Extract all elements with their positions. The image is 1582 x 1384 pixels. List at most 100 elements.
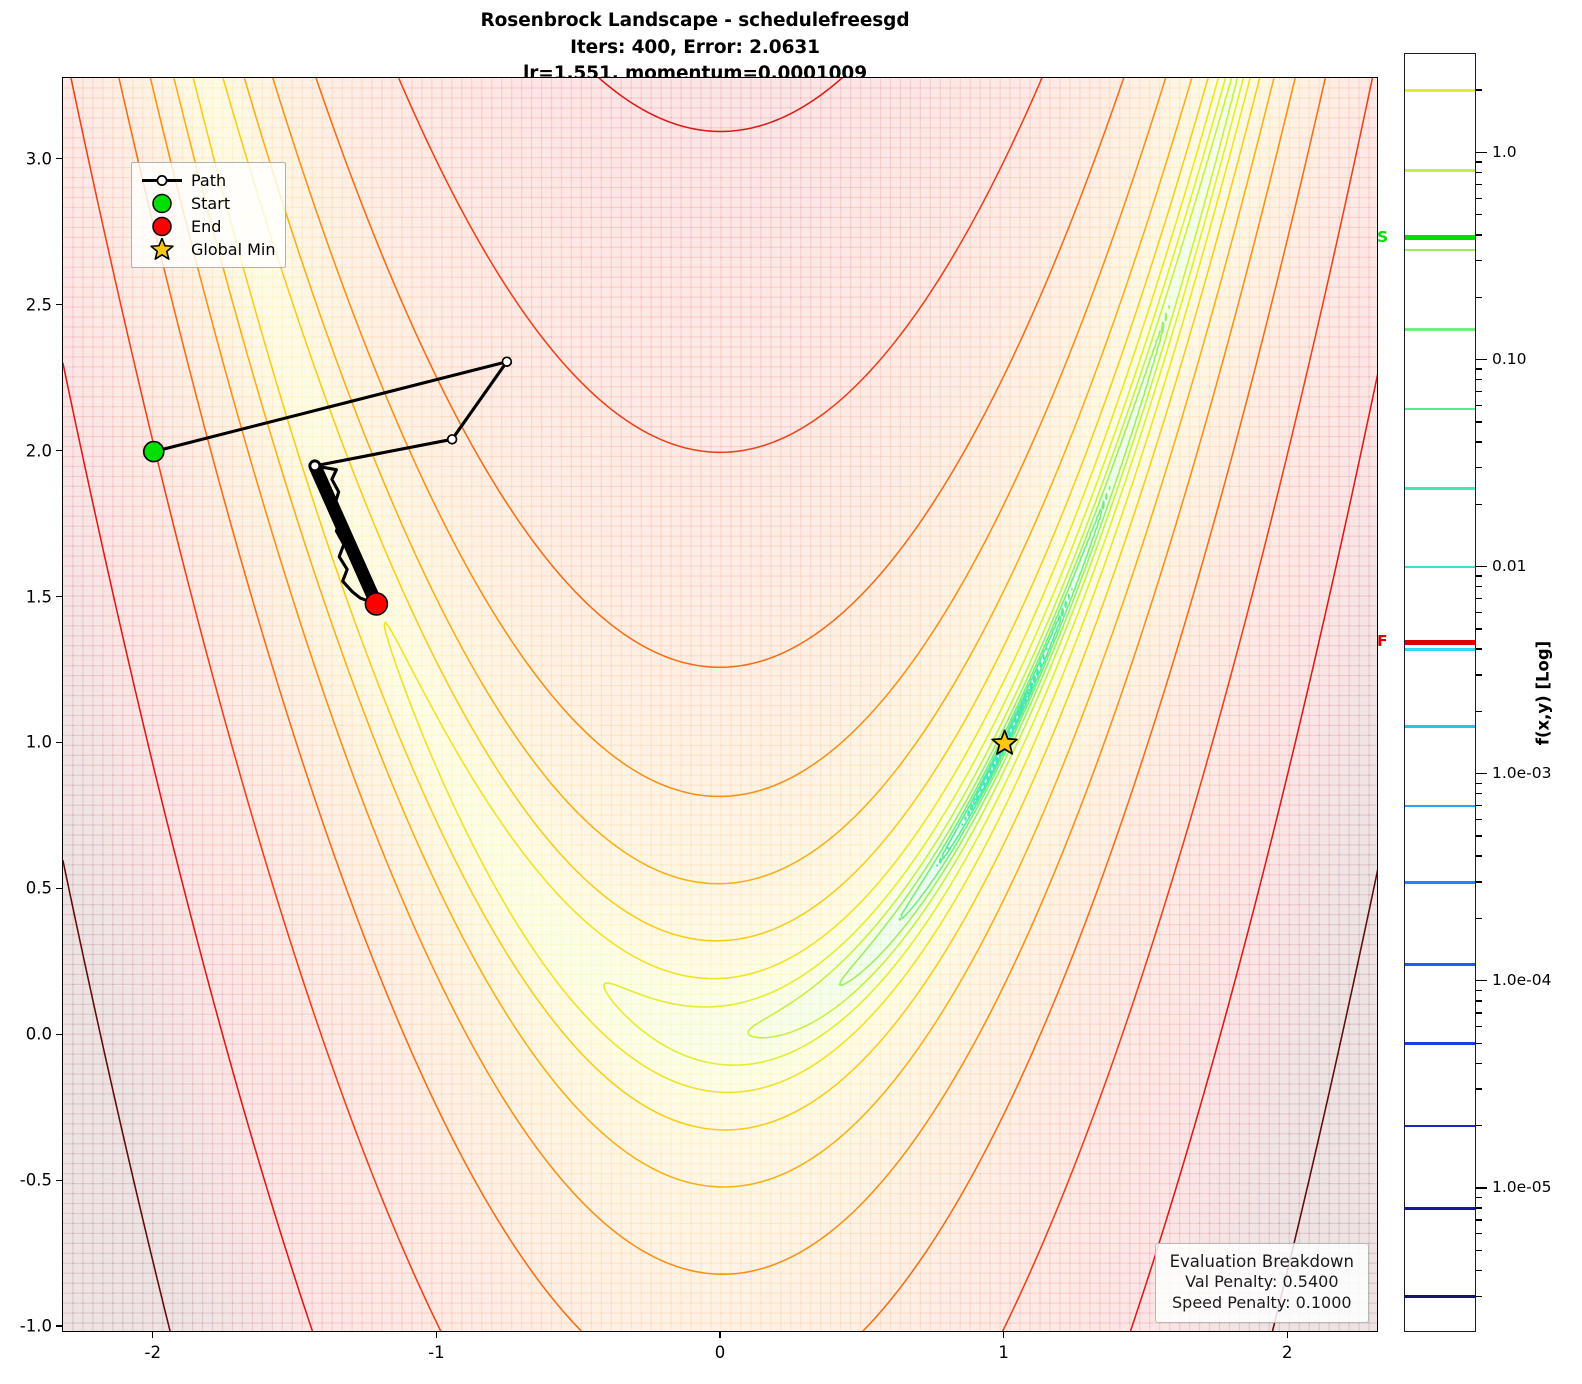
colorbar-tick-mark <box>1476 1187 1487 1189</box>
colorbar-tick-mark <box>1476 773 1487 775</box>
contourf-fill <box>63 78 1377 1331</box>
legend-label: Path <box>191 171 227 190</box>
colorbar-minor-tick <box>1476 183 1482 186</box>
x-tick-label: 1 <box>998 1343 1009 1362</box>
gold-star-icon <box>139 238 185 261</box>
legend-label: End <box>191 217 222 236</box>
y-tick-mark <box>56 595 62 598</box>
colorbar-minor-tick <box>1476 378 1482 381</box>
colorbar-minor-tick <box>1476 628 1482 630</box>
colorbar-minor-tick <box>1476 296 1482 298</box>
colorbar-tick-label: 1.0 <box>1492 142 1517 161</box>
path-vertex-marker <box>501 356 513 367</box>
x-tick-mark <box>152 1332 154 1338</box>
colorbar-minor-tick <box>1476 805 1482 807</box>
colorbar-tick-mark <box>1476 980 1487 982</box>
contour-plot-axes: Path Start End Global Min Evaluation Breakd… <box>62 77 1378 1332</box>
evaluation-breakdown-box: Evaluation Breakdown Val Penalty: 0.5400… <box>1154 1242 1369 1323</box>
colorbar-minor-tick <box>1476 390 1482 393</box>
y-tick-mark <box>56 1033 62 1035</box>
y-tick-label: 0.0 <box>25 1024 52 1044</box>
path-vertex-marker <box>309 460 321 472</box>
colorbar-level-line <box>1405 89 1475 92</box>
colorbar-minor-tick <box>1476 1233 1482 1235</box>
colorbar-minor-tick <box>1476 710 1482 713</box>
colorbar-minor-tick <box>1476 421 1482 423</box>
colorbar-minor-tick <box>1476 1000 1482 1002</box>
colorbar-minor-tick <box>1476 467 1482 469</box>
plot-legend: Path Start End Global Min <box>131 162 286 268</box>
colorbar-label: f(x,y) [Log] <box>1533 640 1553 745</box>
colorbar-minor-tick <box>1476 404 1482 407</box>
colorbar-level-line <box>1405 248 1475 252</box>
colorbar-minor-tick <box>1476 89 1482 91</box>
colorbar-level-line <box>1405 648 1475 651</box>
colorbar-level-line <box>1405 1207 1475 1210</box>
colorbar-minor-tick <box>1476 586 1482 588</box>
path-dense-cluster <box>308 459 383 611</box>
legend-item-red-circle: End <box>139 215 276 238</box>
colorbar-minor-tick <box>1476 855 1482 857</box>
x-tick-label: 0 <box>714 1343 726 1362</box>
colorbar-minor-tick <box>1476 1062 1482 1064</box>
contour-lines <box>63 78 1377 1331</box>
colorbar-minor-tick <box>1476 171 1482 174</box>
colorbar-level-line <box>1405 169 1475 172</box>
colorbar-minor-tick <box>1476 674 1482 676</box>
colorbar-minor-tick <box>1476 648 1482 650</box>
red-circle-icon <box>139 215 185 238</box>
colorbar-tick-mark <box>1476 151 1487 154</box>
green-circle-icon <box>139 192 185 215</box>
colorbar-minor-tick <box>1476 234 1482 236</box>
colorbar-tick-label: 0.10 <box>1492 349 1527 368</box>
colorbar-tick-label: 1.0e-03 <box>1492 764 1552 783</box>
y-tick-label: -1.0 <box>19 1316 52 1336</box>
y-tick-label: 2.0 <box>25 441 52 461</box>
colorbar-ticks: 1.0 0.10 0.01 1.0e-03 1.0e-04 1.0e-05 <box>1476 53 1576 1332</box>
colorbar-level-line <box>1405 1124 1475 1128</box>
colorbar-level-line <box>1405 804 1475 808</box>
y-tick-label: 1.0 <box>25 732 52 752</box>
colorbar-minor-tick <box>1476 793 1482 795</box>
end-marker <box>364 592 389 616</box>
colorbar-minor-tick <box>1476 1026 1482 1028</box>
colorbar-minor-tick <box>1476 611 1482 614</box>
colorbar-minor-tick <box>1476 989 1482 991</box>
y-tick-mark <box>56 158 62 160</box>
title-line-1: Rosenbrock Landscape - schedulefreesgd <box>480 10 910 31</box>
eval-title: Evaluation Breakdown <box>1169 1251 1354 1271</box>
colorbar-minor-tick <box>1476 1042 1482 1044</box>
colorbar-start-level <box>1405 235 1475 241</box>
colorbar-minor-tick <box>1476 1012 1482 1014</box>
legend-item-green-circle: Start <box>139 192 276 215</box>
colorbar-minor-tick <box>1476 368 1482 370</box>
legend-item-line-marker: Path <box>139 169 276 192</box>
x-tick-label: -2 <box>144 1343 161 1362</box>
colorbar-start-marker-label: S <box>1377 227 1389 246</box>
x-tick-label: 2 <box>1281 1343 1293 1362</box>
line-marker-icon <box>139 169 185 192</box>
y-tick-label: 0.5 <box>25 878 52 898</box>
colorbar-tick-mark <box>1476 358 1487 361</box>
colorbar-level-line <box>1405 1295 1475 1298</box>
colorbar-level-line <box>1405 486 1475 490</box>
global-min-star <box>991 729 1018 755</box>
colorbar-minor-tick <box>1476 1124 1482 1127</box>
colorbar-level-line <box>1405 407 1475 411</box>
colorbar-end-level <box>1405 640 1475 645</box>
colorbar-minor-tick <box>1476 1295 1482 1297</box>
colorbar-minor-tick <box>1476 1269 1482 1271</box>
x-tick-mark <box>1286 1332 1288 1338</box>
colorbar-minor-tick <box>1476 1249 1482 1251</box>
eval-val-penalty: Val Penalty: 0.5400 <box>1185 1272 1339 1292</box>
colorbar-minor-tick <box>1476 1088 1482 1090</box>
colorbar-title: f(x,y) [Log] <box>1523 53 1563 1332</box>
y-tick-mark <box>56 1179 62 1181</box>
colorbar-minor-tick <box>1476 598 1482 600</box>
colorbar-minor-tick <box>1476 161 1482 163</box>
colorbar-minor-tick <box>1476 260 1482 262</box>
colorbar-level-line <box>1405 725 1475 728</box>
colorbar-level-line <box>1405 565 1475 569</box>
colorbar-minor-tick <box>1476 197 1482 200</box>
